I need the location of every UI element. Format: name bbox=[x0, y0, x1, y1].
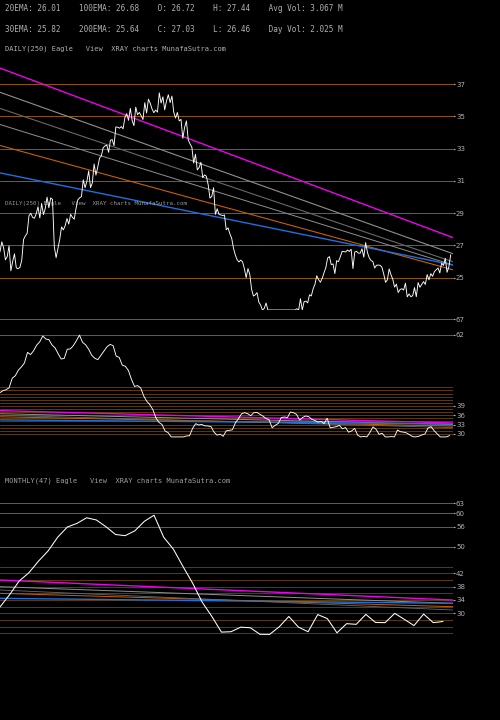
Text: DAILY(250) Eagle   View  XRAY charts MunafaSutra.com: DAILY(250) Eagle View XRAY charts Munafa… bbox=[5, 46, 226, 53]
Text: MONTHLY(47) Eagle   View  XRAY charts MunafaSutra.com: MONTHLY(47) Eagle View XRAY charts Munaf… bbox=[5, 477, 230, 484]
Text: 30EMA: 25.82    200EMA: 25.64    C: 27.03    L: 26.46    Day Vol: 2.025 M: 30EMA: 25.82 200EMA: 25.64 C: 27.03 L: 2… bbox=[5, 24, 342, 34]
Text: 20EMA: 26.01    100EMA: 26.68    O: 26.72    H: 27.44    Avg Vol: 3.067 M: 20EMA: 26.01 100EMA: 26.68 O: 26.72 H: 2… bbox=[5, 4, 342, 14]
Text: DAILY(250) Eagle   View  XRAY charts MunafaSutra.com: DAILY(250) Eagle View XRAY charts Munafa… bbox=[4, 201, 186, 206]
